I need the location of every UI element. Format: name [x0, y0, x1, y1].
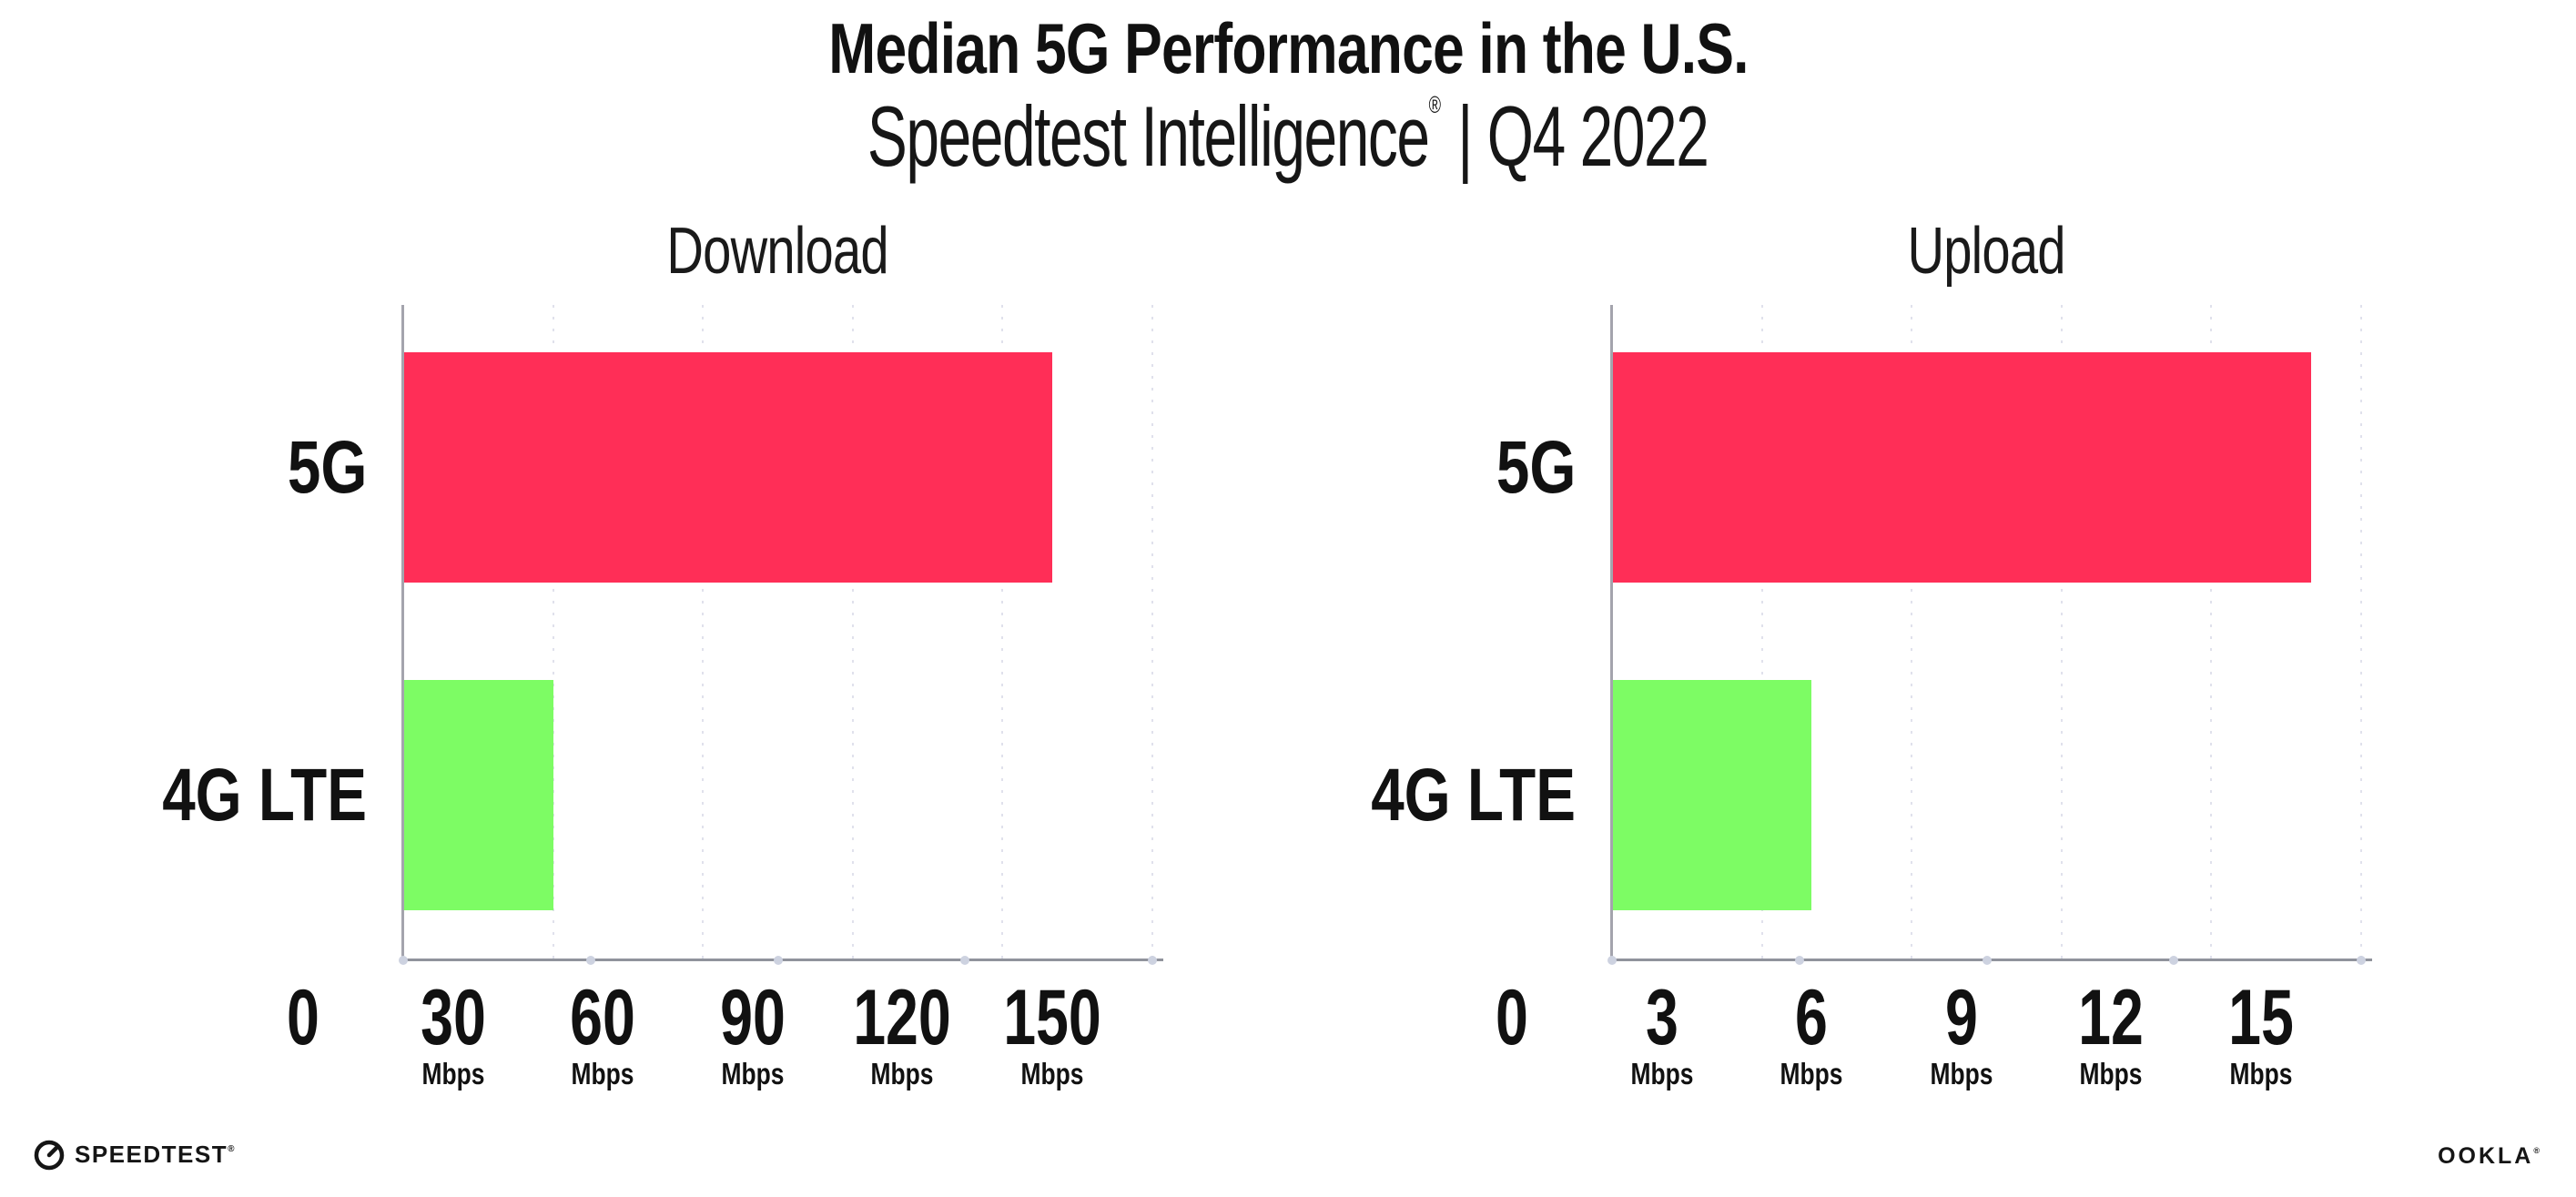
x-tick-0: 0	[1496, 974, 1528, 1061]
subtitle-period: | Q4 2022	[1457, 88, 1710, 184]
x-tick-150: 150 Mbps	[1003, 974, 1101, 1090]
bar-row	[1612, 680, 2361, 910]
gridline	[702, 305, 705, 959]
page-subtitle: Speedtest Intelligence® | Q4 2022	[867, 87, 1709, 186]
axis-tick-dot	[2169, 956, 2179, 965]
gridline	[2060, 305, 2063, 959]
gridline	[2210, 305, 2213, 959]
registered-mark: ®	[2533, 1146, 2542, 1155]
x-tick-0: 0	[287, 974, 319, 1061]
header: Median 5G Performance in the U.S.	[0, 7, 2576, 90]
bar-5g-upload	[1612, 352, 2312, 583]
axis-tick-dot	[1794, 956, 1804, 965]
speedtest-gauge-icon	[34, 1140, 65, 1171]
x-tick-15: 15 Mbps	[2228, 974, 2294, 1090]
axis-tick-dot	[1148, 956, 1157, 965]
upload-chart: Upload 5G 4G LTE 0 3 Mbp	[1371, 215, 2372, 1090]
y-axis	[401, 305, 404, 961]
x-tick-30: 30 Mbps	[420, 974, 486, 1090]
gridline	[1911, 305, 1913, 959]
category-label-4g-lte: 4G LTE	[1371, 753, 1576, 837]
x-tick-90: 90 Mbps	[719, 974, 786, 1090]
axis-tick-dot	[2357, 956, 2366, 965]
ookla-logo: OOKLA®	[2438, 1143, 2542, 1170]
registered-mark: ®	[1428, 91, 1442, 118]
registered-mark: ®	[228, 1143, 236, 1154]
ookla-wordmark: OOKLA®	[2438, 1143, 2542, 1169]
axis-tick-dot	[1982, 956, 1992, 965]
bar-row	[403, 352, 1152, 583]
subtitle-row: Speedtest Intelligence® | Q4 2022	[0, 87, 2576, 186]
category-label-4g-lte: 4G LTE	[162, 753, 367, 837]
x-tick-9: 9 Mbps	[1930, 974, 1993, 1090]
upload-chart-title: Upload	[1907, 215, 2066, 288]
gridline	[1001, 305, 1004, 959]
axis-tick-dot	[960, 956, 970, 965]
bar-row	[1612, 352, 2361, 583]
x-tick-60: 60 Mbps	[570, 974, 636, 1090]
gridline	[1760, 305, 1763, 959]
gridline	[1151, 305, 1153, 959]
x-axis	[401, 959, 1163, 961]
speedtest-logo: SPEEDTEST®	[33, 1138, 236, 1171]
axis-tick-dot	[773, 956, 783, 965]
axis-tick-dot	[1607, 956, 1617, 965]
x-axis	[1610, 959, 2372, 961]
download-chart: Download 5G 4G LTE 0 30	[162, 215, 1163, 1090]
gridline	[552, 305, 554, 959]
gridline	[851, 305, 854, 959]
axis-tick-dot	[585, 956, 595, 965]
category-label-5g: 5G	[287, 425, 367, 509]
speedtest-wordmark: SPEEDTEST®	[75, 1140, 236, 1168]
x-tick-120: 120 Mbps	[853, 974, 952, 1090]
bar-4g-lte-upload	[1612, 680, 1812, 910]
gridline	[2360, 305, 2362, 959]
bar-row	[403, 680, 1152, 910]
bar-5g-download	[403, 352, 1053, 583]
subtitle-brand: Speedtest Intelligence	[867, 88, 1430, 184]
category-label-5g: 5G	[1496, 425, 1576, 509]
x-tick-12: 12 Mbps	[2078, 974, 2145, 1090]
bar-4g-lte-download	[403, 680, 553, 910]
axis-tick-dot	[399, 956, 408, 965]
x-tick-6: 6 Mbps	[1780, 974, 1843, 1090]
x-tick-3: 3 Mbps	[1630, 974, 1694, 1090]
download-chart-title: Download	[666, 215, 889, 288]
y-axis	[1610, 305, 1613, 961]
page-title: Median 5G Performance in the U.S.	[827, 8, 1749, 88]
